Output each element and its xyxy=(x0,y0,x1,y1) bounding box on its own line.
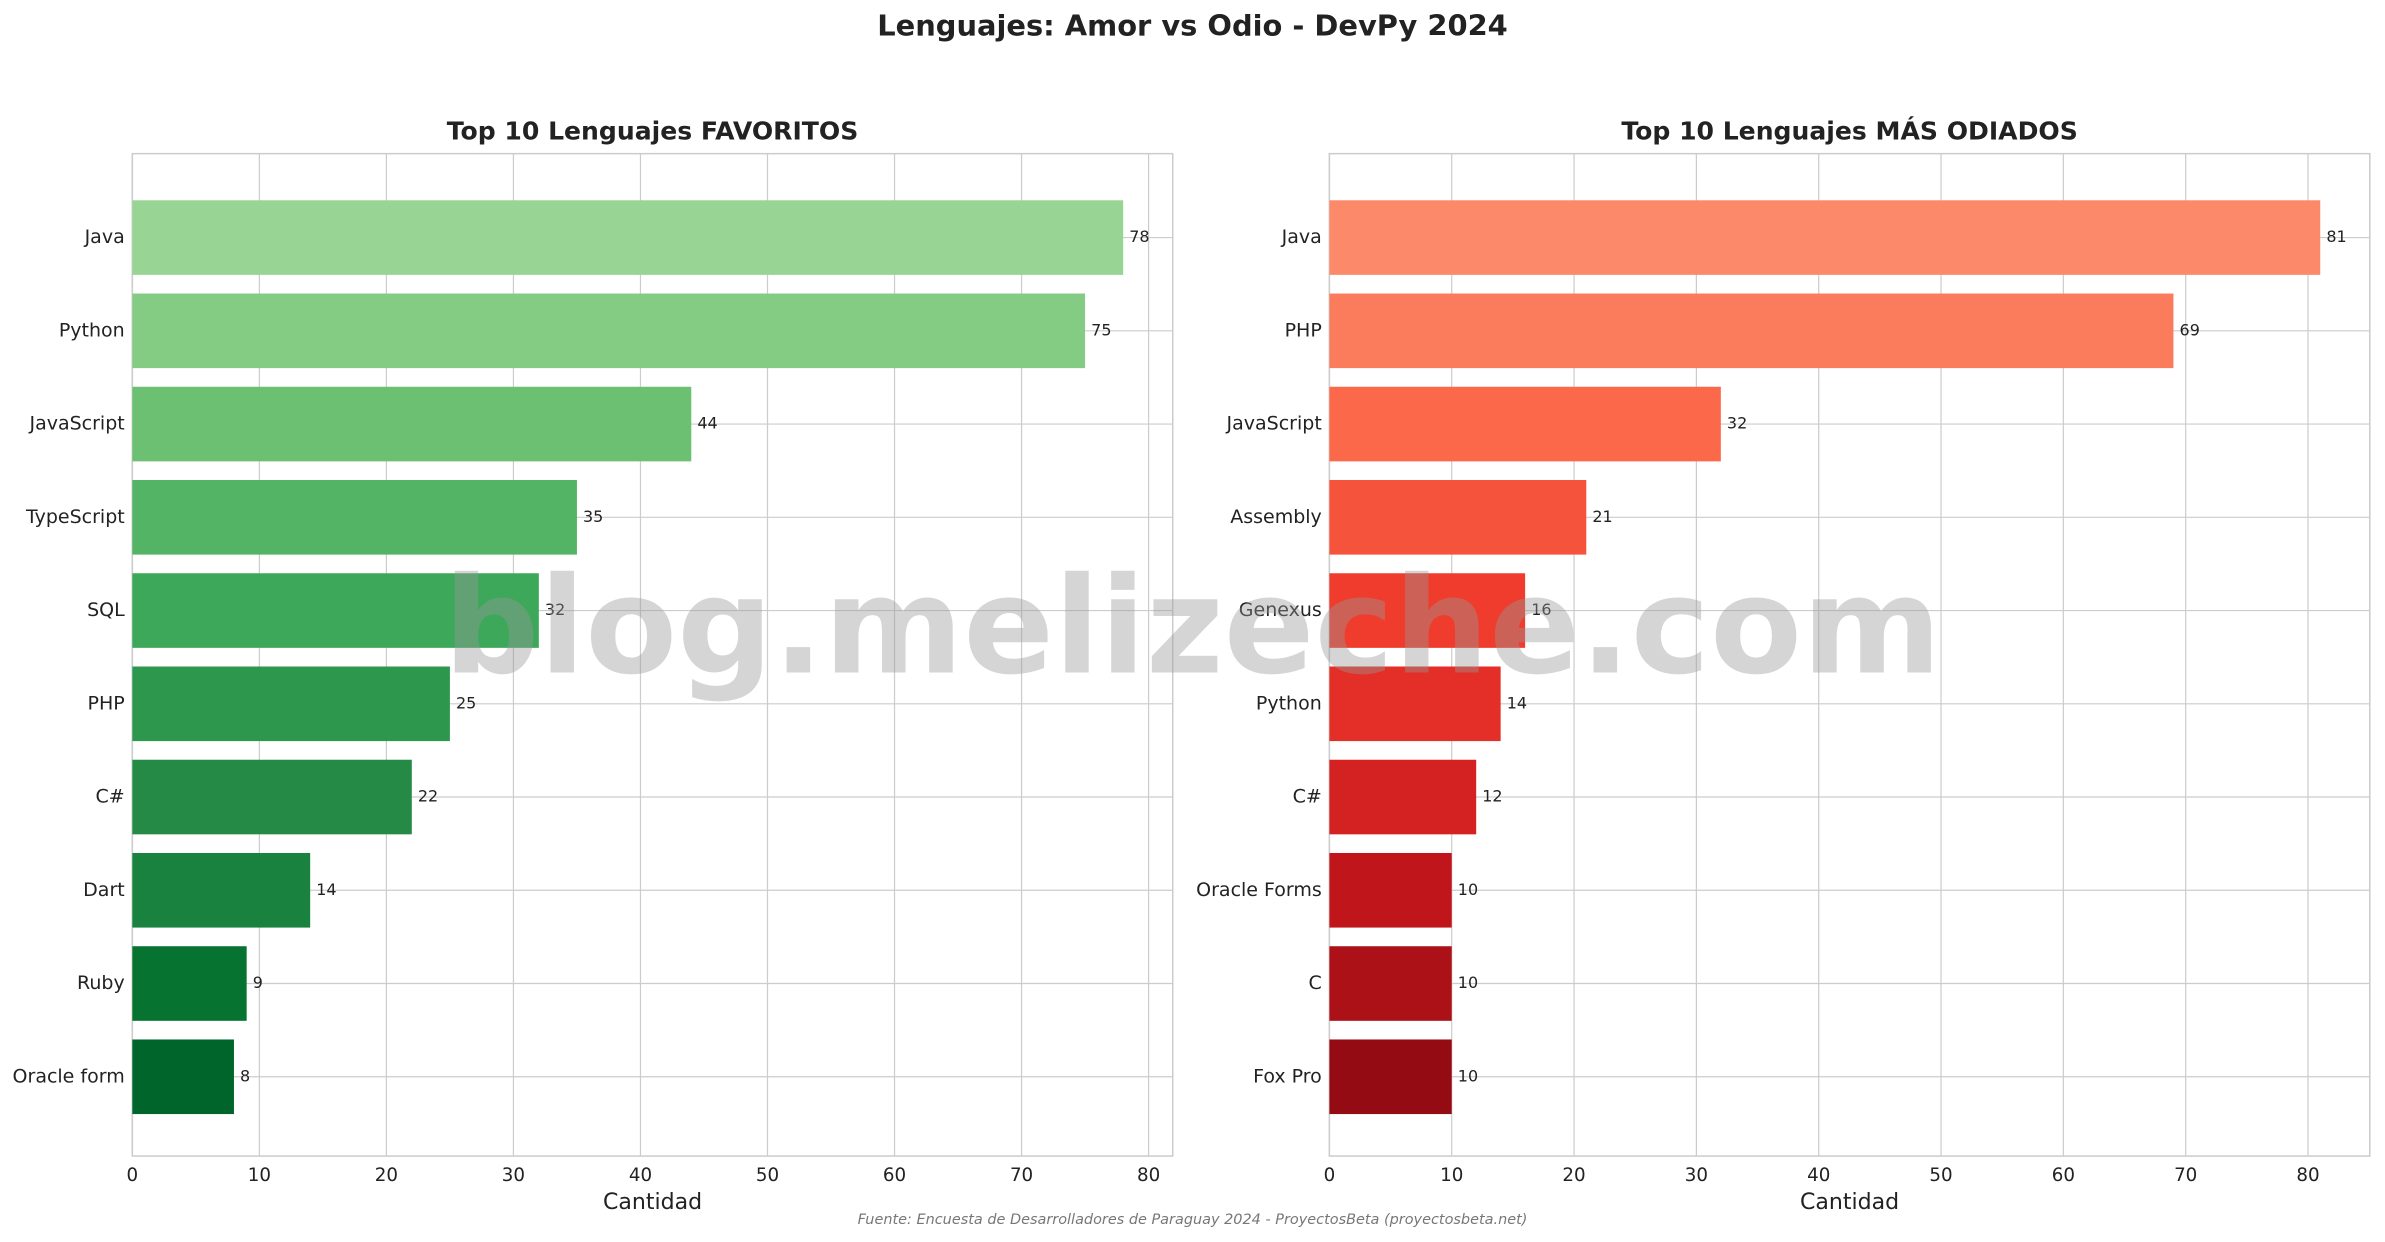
value-label: 32 xyxy=(545,600,565,619)
bar xyxy=(1329,200,2321,275)
x-tick-label: 10 xyxy=(248,1165,271,1186)
value-label: 9 xyxy=(253,973,263,992)
y-tick-label: C# xyxy=(96,786,125,808)
y-tick-label: Ruby xyxy=(77,972,125,994)
value-label: 81 xyxy=(2326,227,2346,246)
bar xyxy=(132,759,412,835)
value-label: 35 xyxy=(583,507,603,526)
value-label: 10 xyxy=(1458,1066,1478,1085)
y-tick-label: Dart xyxy=(83,879,125,901)
watermark: blog.melizeche.com xyxy=(444,548,1942,704)
x-tick-label: 0 xyxy=(127,1165,139,1186)
value-label: 22 xyxy=(418,787,438,806)
x-tick-label: 70 xyxy=(1010,1165,1033,1186)
bar xyxy=(132,293,1086,369)
value-label: 12 xyxy=(1482,787,1502,806)
bar xyxy=(1329,666,1501,742)
bar xyxy=(132,386,692,462)
value-label: 8 xyxy=(240,1066,250,1085)
x-tick-label: 20 xyxy=(375,1165,398,1186)
x-tick-label: 50 xyxy=(1929,1165,1952,1186)
bar xyxy=(1329,1039,1452,1115)
x-tick-label: 60 xyxy=(2052,1165,2075,1186)
y-tick-label: Oracle form xyxy=(13,1065,125,1087)
y-tick-label: SQL xyxy=(87,599,125,621)
figure-title: Lenguajes: Amor vs Odio - DevPy 2024 xyxy=(877,8,1508,42)
bar xyxy=(132,852,311,928)
x-axis-label: Cantidad xyxy=(603,1190,702,1215)
value-label: 10 xyxy=(1458,973,1478,992)
x-tick-label: 80 xyxy=(1137,1165,1160,1186)
y-tick-label: Python xyxy=(1256,692,1322,714)
y-tick-label: Assembly xyxy=(1230,506,1322,528)
x-tick-label: 60 xyxy=(883,1165,906,1186)
y-tick-label: C xyxy=(1309,972,1322,994)
x-tick-label: 50 xyxy=(756,1165,779,1186)
y-tick-label: Java xyxy=(1281,226,1322,248)
x-tick-label: 40 xyxy=(1807,1165,1830,1186)
bar xyxy=(1329,573,1526,648)
bar xyxy=(1329,852,1452,928)
bar xyxy=(1329,759,1477,835)
source-note: Fuente: Encuesta de Desarrolladores de P… xyxy=(858,1212,1528,1228)
bar xyxy=(132,480,577,555)
x-axis-label: Cantidad xyxy=(1800,1190,1899,1215)
bar xyxy=(132,573,539,648)
value-label: 10 xyxy=(1458,880,1478,899)
value-label: 14 xyxy=(1507,693,1527,712)
chart-title: Top 10 Lenguajes FAVORITOS xyxy=(447,116,859,145)
bar xyxy=(1329,386,1721,462)
x-tick-label: 20 xyxy=(1562,1165,1585,1186)
y-tick-label: Oracle Forms xyxy=(1196,879,1322,901)
y-tick-label: JavaScript xyxy=(28,413,124,435)
y-tick-label: Java xyxy=(84,226,125,248)
x-tick-label: 80 xyxy=(2296,1165,2319,1186)
bar xyxy=(1329,293,2174,369)
value-label: 75 xyxy=(1091,320,1111,339)
y-tick-label: TypeScript xyxy=(25,506,125,528)
bar xyxy=(132,946,247,1021)
y-tick-label: Genexus xyxy=(1239,599,1322,621)
y-tick-label: JavaScript xyxy=(1226,413,1322,435)
x-tick-label: 30 xyxy=(1685,1165,1708,1186)
value-label: 69 xyxy=(2180,320,2200,339)
bar xyxy=(1329,480,1587,555)
y-tick-label: Fox Pro xyxy=(1253,1065,1322,1087)
value-label: 32 xyxy=(1727,414,1747,433)
x-tick-label: 70 xyxy=(2174,1165,2197,1186)
bar xyxy=(132,200,1124,275)
y-tick-label: PHP xyxy=(88,692,125,714)
chart-title: Top 10 Lenguajes MÁS ODIADOS xyxy=(1621,116,2077,145)
y-tick-label: PHP xyxy=(1285,319,1322,341)
y-tick-label: Python xyxy=(59,319,125,341)
x-tick-label: 10 xyxy=(1440,1165,1463,1186)
bar xyxy=(132,1039,234,1115)
value-label: 16 xyxy=(1531,600,1551,619)
value-label: 44 xyxy=(697,414,717,433)
value-label: 78 xyxy=(1129,227,1149,246)
x-tick-label: 0 xyxy=(1324,1165,1336,1186)
bar xyxy=(1329,946,1452,1021)
x-tick-label: 30 xyxy=(502,1165,525,1186)
x-tick-label: 40 xyxy=(629,1165,652,1186)
value-label: 25 xyxy=(456,693,476,712)
y-tick-label: C# xyxy=(1293,786,1322,808)
value-label: 21 xyxy=(1592,507,1612,526)
value-label: 14 xyxy=(316,880,336,899)
bar xyxy=(132,666,450,742)
